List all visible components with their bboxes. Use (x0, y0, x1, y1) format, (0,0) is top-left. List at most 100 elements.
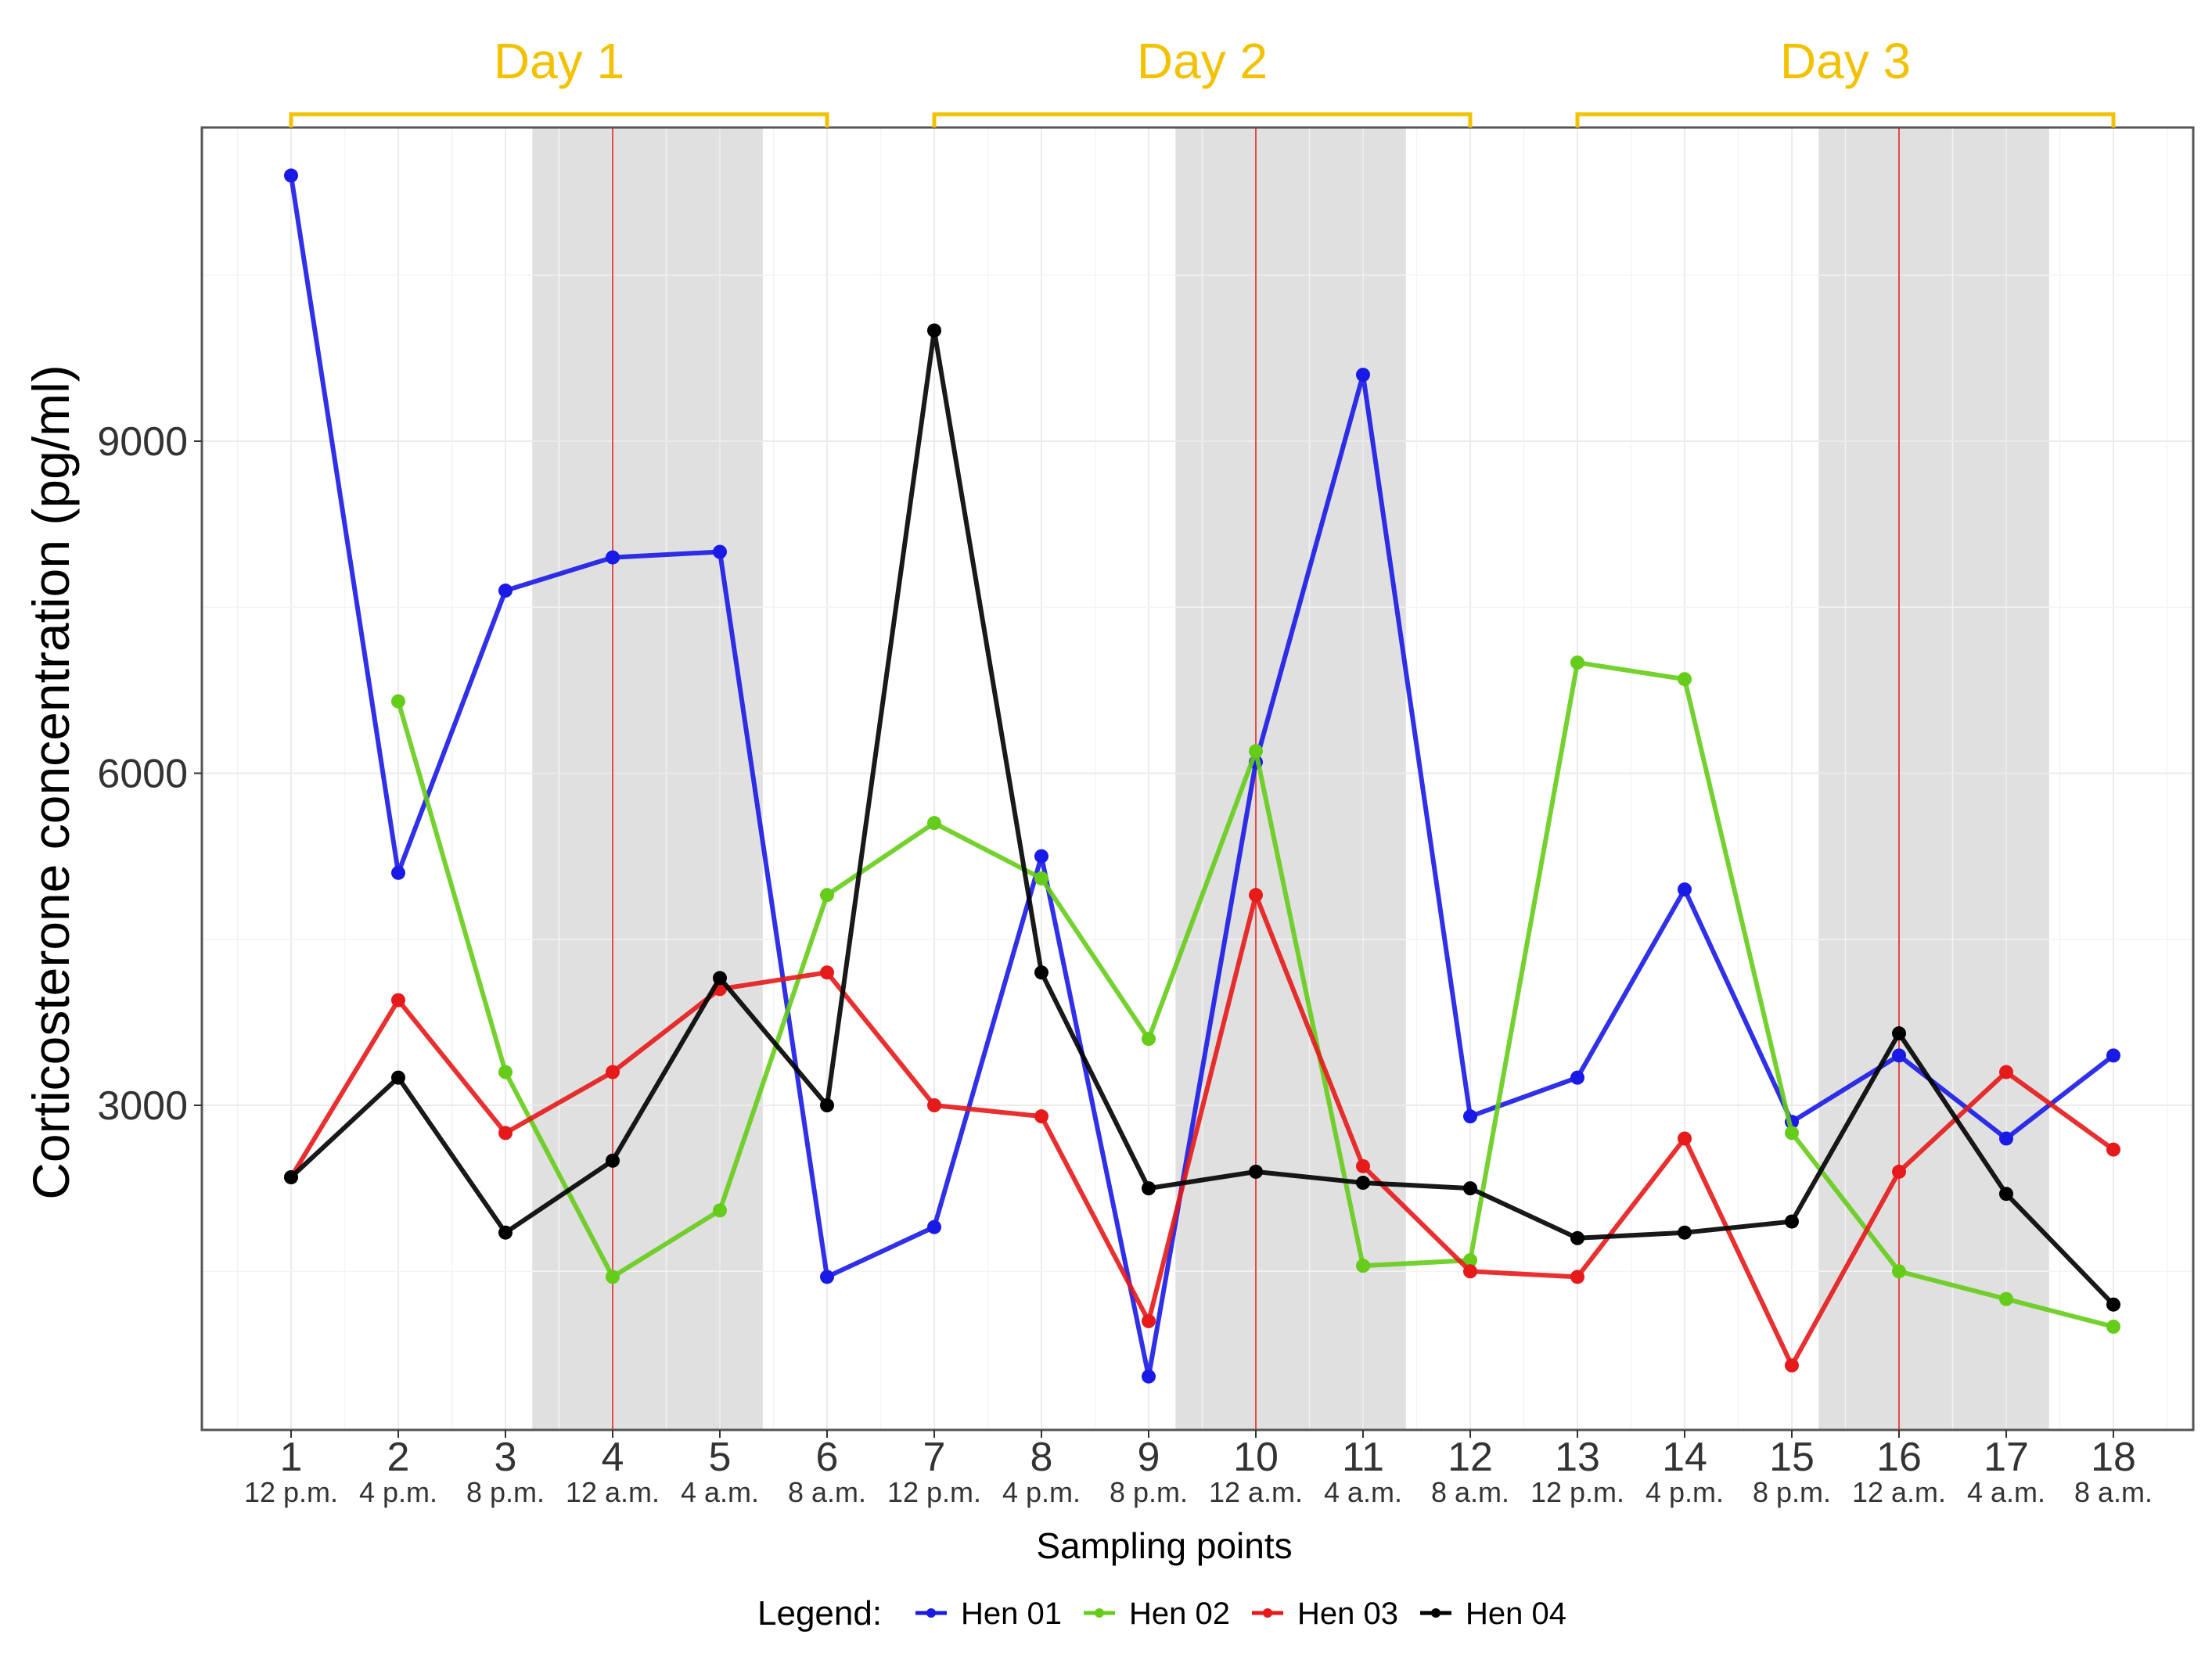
series-line-hen-1 (289, 174, 2115, 1379)
legend-item-label: Hen 04 (1466, 1597, 1566, 1631)
data-point (498, 1126, 513, 1141)
x-tick-label: 12 (1448, 1435, 1493, 1480)
legend-item-label: Hen 01 (961, 1597, 1062, 1631)
data-point (927, 816, 941, 831)
data-point (1999, 1187, 2013, 1202)
x-axis-label: Sampling points (1036, 1525, 1292, 1566)
data-point (284, 168, 298, 183)
data-point (1356, 1176, 1370, 1191)
legend-item-label: Hen 02 (1129, 1597, 1230, 1631)
data-point (391, 694, 405, 709)
data-point (391, 993, 405, 1008)
x-tick-label: 14 (1662, 1435, 1707, 1480)
data-point (1678, 1225, 1692, 1240)
x-tick-label: 13 (1555, 1435, 1600, 1480)
data-point (391, 865, 405, 880)
series-line-hen-4 (289, 328, 2116, 1306)
x-time-label: 8 a.m. (1431, 1476, 1509, 1508)
x-time-label: 4 p.m. (359, 1476, 437, 1508)
x-time-label: 8 p.m. (466, 1476, 545, 1508)
data-point (606, 1270, 620, 1284)
x-tick-label: 2 (387, 1435, 410, 1480)
x-tick-label: 11 (1342, 1435, 1384, 1480)
data-point (1142, 1032, 1156, 1047)
x-time-label: 12 a.m. (1852, 1476, 1946, 1508)
x-time-label: 8 p.m. (1110, 1476, 1188, 1508)
data-point (1999, 1291, 2013, 1306)
day-bracket (1575, 112, 2116, 128)
data-point (1999, 1131, 2013, 1146)
data-point (1034, 1109, 1048, 1124)
data-point (1356, 1259, 1370, 1273)
data-point (713, 544, 727, 559)
data-point (498, 584, 513, 598)
y-axis-label: Corticosterone concentration (pg/ml) (22, 365, 80, 1199)
x-tick-label: 6 (816, 1435, 839, 1480)
x-time-label: 4 a.m. (1967, 1476, 2045, 1508)
data-point (2106, 1297, 2120, 1312)
x-tick-label: 15 (1769, 1435, 1815, 1480)
data-point (713, 971, 727, 986)
plot-border (200, 126, 2195, 1431)
data-point (1892, 1164, 1906, 1179)
x-tick-label: 1 (280, 1435, 303, 1480)
data-point (1678, 1131, 1692, 1146)
legend-title: Legend: (757, 1594, 882, 1633)
data-point (498, 1065, 513, 1079)
x-time-label: 12 p.m. (887, 1476, 981, 1508)
legend-swatch-dot (1431, 1608, 1440, 1618)
data-point (1892, 1048, 1906, 1063)
data-point (1249, 888, 1263, 903)
data-point (1142, 1313, 1156, 1328)
x-time-label: 12 a.m. (1209, 1476, 1303, 1508)
night-shade (1175, 128, 1406, 1430)
x-tick-label: 9 (1138, 1435, 1160, 1480)
data-point (1034, 965, 1048, 980)
data-point (1570, 1070, 1584, 1085)
data-point (1463, 1181, 1477, 1196)
data-point (1142, 1181, 1156, 1196)
x-time-label: 12 p.m. (1530, 1476, 1624, 1508)
x-tick-label: 17 (1984, 1435, 2029, 1480)
data-point (1678, 672, 1692, 687)
data-point (820, 1270, 834, 1284)
data-point (1463, 1109, 1477, 1124)
day-bracket (289, 112, 829, 128)
x-tick-label: 8 (1030, 1435, 1053, 1480)
day-bracket (932, 112, 1473, 128)
data-point (820, 888, 834, 903)
legend-swatch-dot (1095, 1608, 1104, 1618)
data-point (284, 1169, 298, 1184)
data-point (1785, 1358, 1799, 1373)
night-shade (532, 128, 763, 1430)
series-line-hen-3 (289, 893, 2115, 1368)
legend-swatch-dot (1263, 1608, 1272, 1618)
legend-swatch-dot (926, 1608, 936, 1618)
data-point (1892, 1264, 1906, 1279)
x-tick-label: 5 (709, 1435, 732, 1480)
x-time-label: 8 a.m. (2074, 1476, 2153, 1508)
day-label: Day 3 (1780, 33, 1911, 89)
x-tick-label: 10 (1233, 1435, 1279, 1480)
data-point (1678, 882, 1692, 897)
data-point (1034, 871, 1048, 885)
data-point (1892, 1026, 1906, 1041)
y-tick-label: 9000 (97, 419, 188, 465)
x-tick-label: 18 (2091, 1435, 2136, 1480)
data-point (1570, 656, 1584, 670)
data-point (927, 1098, 941, 1112)
data-point (820, 1098, 834, 1112)
night-shade (1818, 128, 2049, 1430)
data-point (606, 1065, 620, 1079)
data-point (1249, 1164, 1263, 1179)
day-label: Day 2 (1137, 33, 1268, 89)
data-point (1356, 1158, 1370, 1173)
legend-item-label: Hen 03 (1297, 1597, 1398, 1631)
data-point (2106, 1142, 2120, 1157)
data-point (1356, 368, 1370, 383)
x-tick-label: 3 (495, 1435, 517, 1480)
x-time-label: 12 p.m. (244, 1476, 338, 1508)
x-time-label: 4 a.m. (681, 1476, 759, 1508)
x-time-label: 4 a.m. (1324, 1476, 1402, 1508)
data-point (1463, 1253, 1477, 1268)
